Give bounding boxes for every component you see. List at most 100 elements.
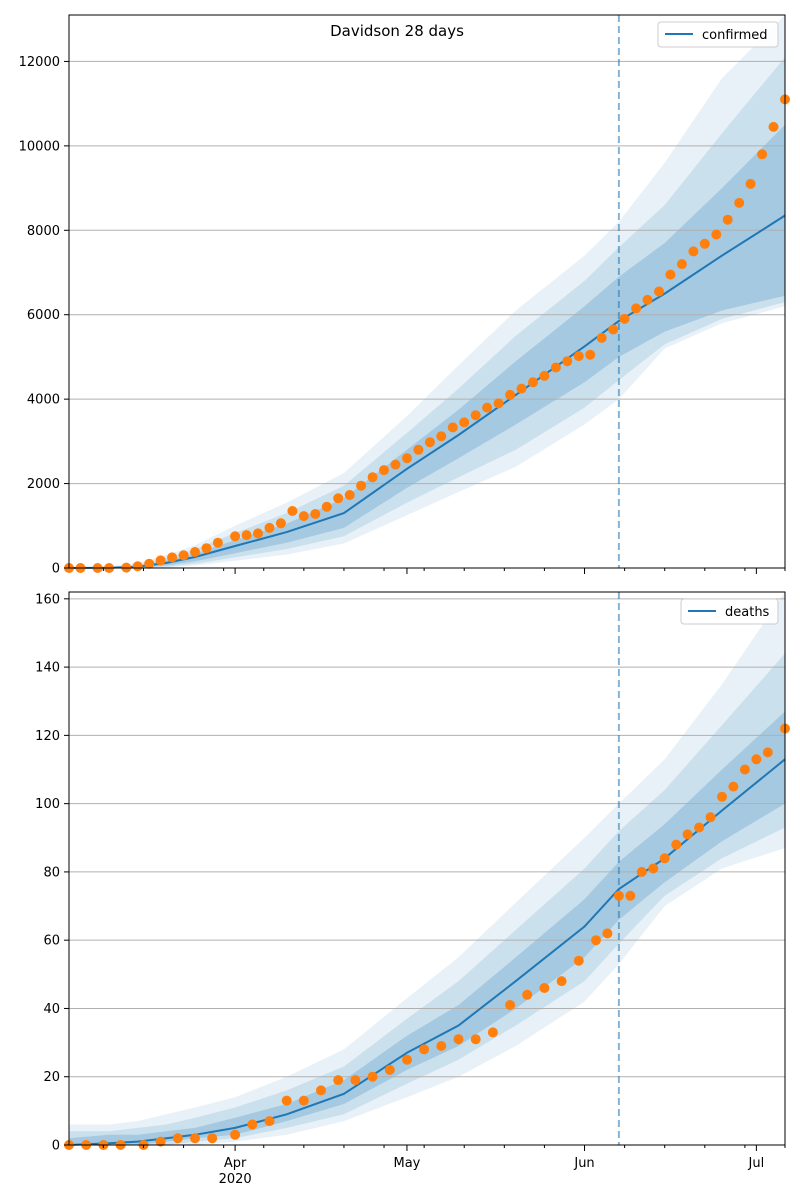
observed-point xyxy=(528,377,538,388)
observed-point xyxy=(682,829,693,840)
observed-point xyxy=(573,351,584,362)
observed-point xyxy=(344,490,355,500)
confirmed-x-axis xyxy=(102,568,786,574)
observed-point xyxy=(287,506,298,516)
deaths-y-axis: 0 20 40 60 80 100 120 140 160 xyxy=(35,592,69,1154)
x-tick-label: Jul xyxy=(748,1156,765,1171)
observed-point xyxy=(402,453,412,464)
x-tick-label: Apr xyxy=(224,1156,247,1171)
observed-point xyxy=(230,1129,241,1140)
y-tick-label: 40 xyxy=(43,1002,60,1017)
observed-point xyxy=(390,459,401,470)
observed-point xyxy=(379,465,389,476)
observed-point xyxy=(470,410,481,421)
observed-point xyxy=(642,294,653,305)
legend-box xyxy=(657,21,779,48)
observed-point xyxy=(602,928,613,939)
y-tick-label: 2000 xyxy=(27,477,60,492)
observed-point xyxy=(207,1133,218,1144)
observed-point xyxy=(201,543,212,554)
observed-point xyxy=(241,530,252,541)
observed-point xyxy=(751,754,762,765)
x-tick-label: Jun xyxy=(573,1156,594,1171)
observed-point xyxy=(155,1136,166,1147)
y-tick-label: 12000 xyxy=(19,55,60,70)
observed-point xyxy=(516,383,527,394)
observed-point xyxy=(275,518,286,529)
deaths-axes-frame xyxy=(68,591,786,1146)
observed-point xyxy=(757,149,768,160)
observed-point xyxy=(711,229,722,240)
observed-point xyxy=(298,1095,309,1106)
y-tick-label: 0 xyxy=(52,562,60,577)
observed-point xyxy=(493,398,504,409)
deaths-observed-points xyxy=(64,723,790,1150)
observed-point xyxy=(550,362,561,373)
observed-point xyxy=(539,370,550,381)
observed-point xyxy=(436,431,447,442)
observed-point xyxy=(367,472,378,483)
observed-point xyxy=(522,989,533,1000)
observed-point xyxy=(470,1034,481,1045)
observed-point xyxy=(699,238,710,249)
observed-point xyxy=(132,561,143,572)
confirmed-uncertainty-bands xyxy=(69,15,785,569)
legend-box xyxy=(680,598,779,625)
observed-point xyxy=(247,1119,258,1130)
observed-point xyxy=(613,890,624,901)
observed-point xyxy=(321,501,332,512)
observed-point xyxy=(298,511,309,522)
confirmed-y-axis: 0 2000 4000 6000 8000 10000 12000 xyxy=(19,55,69,577)
observed-point xyxy=(688,246,699,257)
observed-point xyxy=(310,509,321,519)
observed-point xyxy=(367,1071,378,1082)
y-tick-label: 6000 xyxy=(27,308,60,323)
observed-point xyxy=(596,332,607,343)
y-tick-label: 60 xyxy=(43,934,60,949)
observed-point xyxy=(447,422,458,433)
observed-point xyxy=(562,356,573,367)
observed-point xyxy=(333,493,344,504)
observed-point xyxy=(264,1116,275,1127)
observed-point xyxy=(384,1064,395,1075)
observed-point xyxy=(144,558,155,569)
observed-point xyxy=(487,1027,498,1038)
observed-point xyxy=(625,890,636,901)
y-tick-label: 120 xyxy=(35,729,60,744)
observed-point xyxy=(419,1044,430,1055)
observed-point xyxy=(539,983,550,993)
middle-band xyxy=(69,57,785,568)
observed-point xyxy=(155,555,166,566)
observed-point xyxy=(453,1034,464,1045)
observed-point xyxy=(482,402,493,413)
observed-point xyxy=(316,1085,326,1096)
outer-band xyxy=(69,15,785,568)
observed-point xyxy=(648,863,659,874)
observed-point xyxy=(734,197,745,208)
chart-title: Davidson 28 days xyxy=(330,22,464,40)
observed-point xyxy=(717,791,727,802)
observed-point xyxy=(739,764,750,775)
observed-point xyxy=(722,214,733,225)
observed-point xyxy=(190,1133,200,1144)
axes-frame xyxy=(68,14,786,569)
x-tick-label: May xyxy=(394,1156,421,1171)
observed-point xyxy=(436,1041,447,1051)
legend-label-confirmed: confirmed xyxy=(702,28,768,43)
observed-point xyxy=(212,537,223,548)
observed-point xyxy=(636,866,647,877)
observed-point xyxy=(573,955,584,966)
observed-point xyxy=(654,286,664,297)
observed-point xyxy=(350,1075,361,1086)
observed-point xyxy=(631,303,642,314)
observed-point xyxy=(230,531,241,542)
observed-point xyxy=(728,781,739,792)
y-tick-label: 10000 xyxy=(19,139,60,154)
y-tick-label: 140 xyxy=(35,661,60,676)
observed-point xyxy=(413,444,424,455)
y-tick-label: 8000 xyxy=(27,224,60,239)
observed-point xyxy=(505,389,516,400)
observed-point xyxy=(178,550,189,561)
